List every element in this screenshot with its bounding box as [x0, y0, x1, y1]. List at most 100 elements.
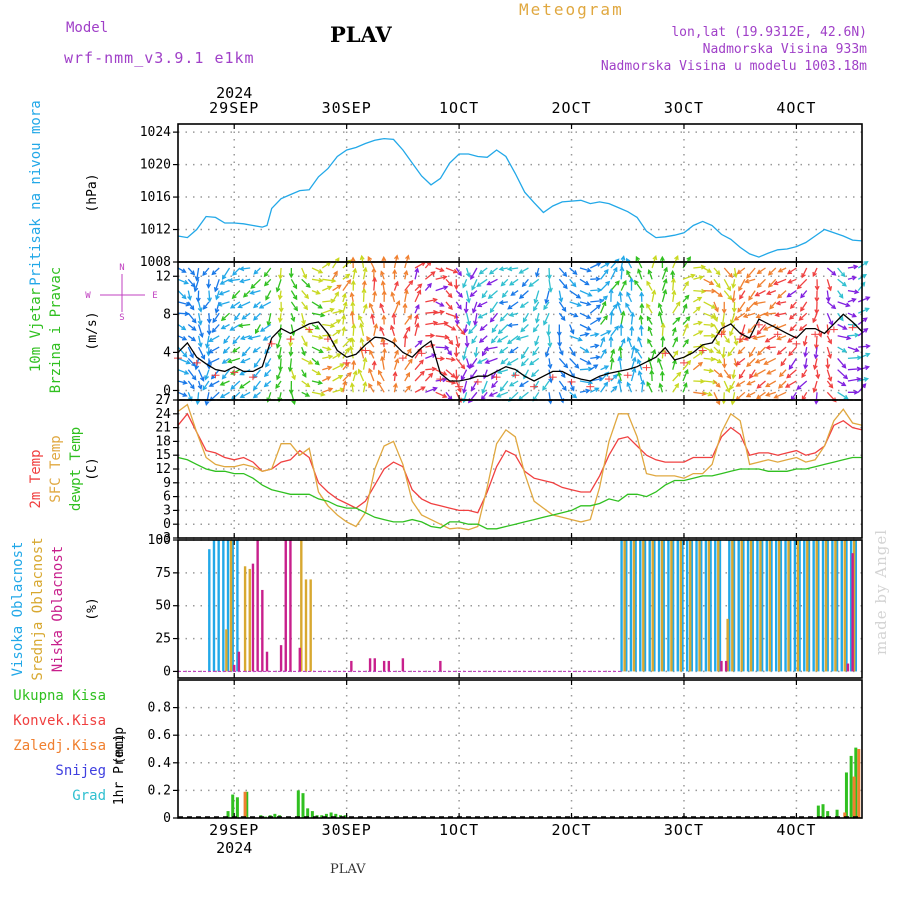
ytick-label-cloud: 0 — [163, 664, 171, 679]
wind-arrow — [352, 324, 355, 336]
wind-arrow — [177, 357, 191, 364]
wind-arrow — [404, 280, 413, 292]
wind-arrow — [177, 290, 187, 299]
wind-arrow — [748, 290, 756, 301]
wind-arrow — [746, 301, 756, 312]
wind-arrow-head — [786, 269, 793, 275]
wind-arrow — [785, 380, 797, 388]
wind-arrow — [620, 280, 627, 291]
wind-arrow-head — [239, 278, 245, 284]
wind-arrow — [332, 310, 343, 314]
wind-arrow-head — [735, 382, 741, 387]
xlabel-bottom-1: 30SEP — [322, 821, 372, 839]
wind-arrow — [234, 312, 241, 321]
wind-arrow-head — [631, 356, 637, 362]
wind-arrow — [424, 283, 432, 292]
wind-arrow-head — [787, 338, 793, 343]
wind-arrow-head — [468, 329, 474, 335]
wind-arrow — [569, 290, 581, 299]
bar-precip_total — [235, 797, 239, 818]
wind-arrow-head — [213, 287, 219, 293]
wind-arrow-head — [710, 356, 716, 362]
wind-arrow-head — [684, 338, 689, 344]
label-temp-sfc: SFC Temp — [48, 435, 64, 502]
wind-arrow-head — [427, 282, 432, 288]
wind-arrow-head — [562, 284, 568, 290]
wind-arrow-head — [796, 284, 802, 290]
wind-arrow — [290, 278, 298, 289]
wind-arrow — [275, 380, 282, 389]
wind-arrow-head — [586, 301, 592, 307]
wind-arrow — [547, 324, 550, 336]
compass-n: N — [119, 263, 124, 273]
wind-arrow-head — [608, 288, 614, 294]
wind-arrow — [301, 380, 310, 388]
ytick-label-temperature: 6 — [163, 490, 171, 505]
compass-w: W — [85, 291, 91, 301]
wind-arrow — [837, 380, 846, 386]
bar-cloud_mid — [796, 540, 800, 672]
wind-arrow — [301, 357, 313, 365]
wind-arrow-head — [626, 269, 631, 275]
wind-arrow-head — [477, 313, 483, 319]
wind-arrow-head — [349, 291, 355, 298]
wind-arrow — [672, 383, 679, 393]
wind-arrow — [637, 269, 643, 280]
wind-arrow — [393, 350, 399, 359]
wind-arrow — [278, 324, 282, 337]
wind-arrow-head — [711, 304, 717, 309]
wind-arrow-head — [191, 326, 197, 331]
wind-arrow-head — [620, 338, 626, 344]
wind-arrow-head — [334, 257, 340, 263]
wind-arrow — [713, 392, 721, 405]
wind-arrow-head — [595, 304, 602, 310]
wind-arrow — [813, 358, 818, 369]
wind-arrow-head — [317, 380, 323, 385]
bar-precip_total — [343, 815, 347, 818]
wind-arrow-head — [746, 380, 752, 386]
wind-arrow-head — [854, 347, 860, 353]
wind-arrow — [826, 369, 832, 381]
wind-arrow — [847, 368, 861, 371]
wind-arrow — [837, 278, 847, 287]
wind-arrow — [445, 380, 456, 384]
wind-arrow-head — [478, 338, 485, 343]
wind-arrow — [703, 346, 714, 353]
wind-arrow-head — [498, 300, 504, 305]
wind-arrow — [713, 380, 721, 388]
wind-arrow — [311, 289, 320, 295]
wind-arrow-head — [587, 292, 593, 297]
wind-arrow-head — [708, 368, 715, 374]
wind-arrow — [749, 346, 756, 357]
wind-arrow — [332, 329, 341, 337]
wind-arrow — [465, 313, 471, 325]
wind-arrow — [733, 335, 738, 345]
wind-arrow-head — [221, 374, 227, 380]
wind-arrow — [600, 295, 608, 303]
wind-arrow — [177, 323, 186, 331]
wind-arrow — [373, 324, 378, 336]
wind-arrow-head — [787, 279, 793, 284]
wind-arrow-head — [684, 294, 690, 300]
wind-arrow — [229, 278, 240, 282]
wind-arrow — [240, 369, 251, 376]
panel-pressure — [173, 123, 863, 263]
wind-arrow-head — [394, 357, 400, 364]
wind-arrow-head — [620, 310, 626, 316]
wind-arrow-head — [487, 294, 493, 300]
wind-arrow-head — [348, 345, 354, 351]
wind-arrow-head — [543, 320, 548, 326]
wind-arrow — [703, 267, 712, 273]
wind-arrow-head — [710, 314, 716, 319]
wind-arrow-head — [569, 329, 575, 335]
legend-precip-2: Zaledj.Kisa — [13, 738, 106, 754]
wind-arrow — [368, 383, 375, 393]
wind-arrow — [858, 345, 870, 348]
bar-cloud_mid — [698, 540, 701, 672]
bar-cloud_high — [222, 540, 225, 672]
wind-arrow — [672, 359, 676, 370]
wind-arrow — [703, 312, 715, 319]
wind-arrow — [569, 312, 578, 317]
wind-arrow-head — [657, 310, 663, 317]
bar-cloud_mid — [229, 540, 233, 672]
